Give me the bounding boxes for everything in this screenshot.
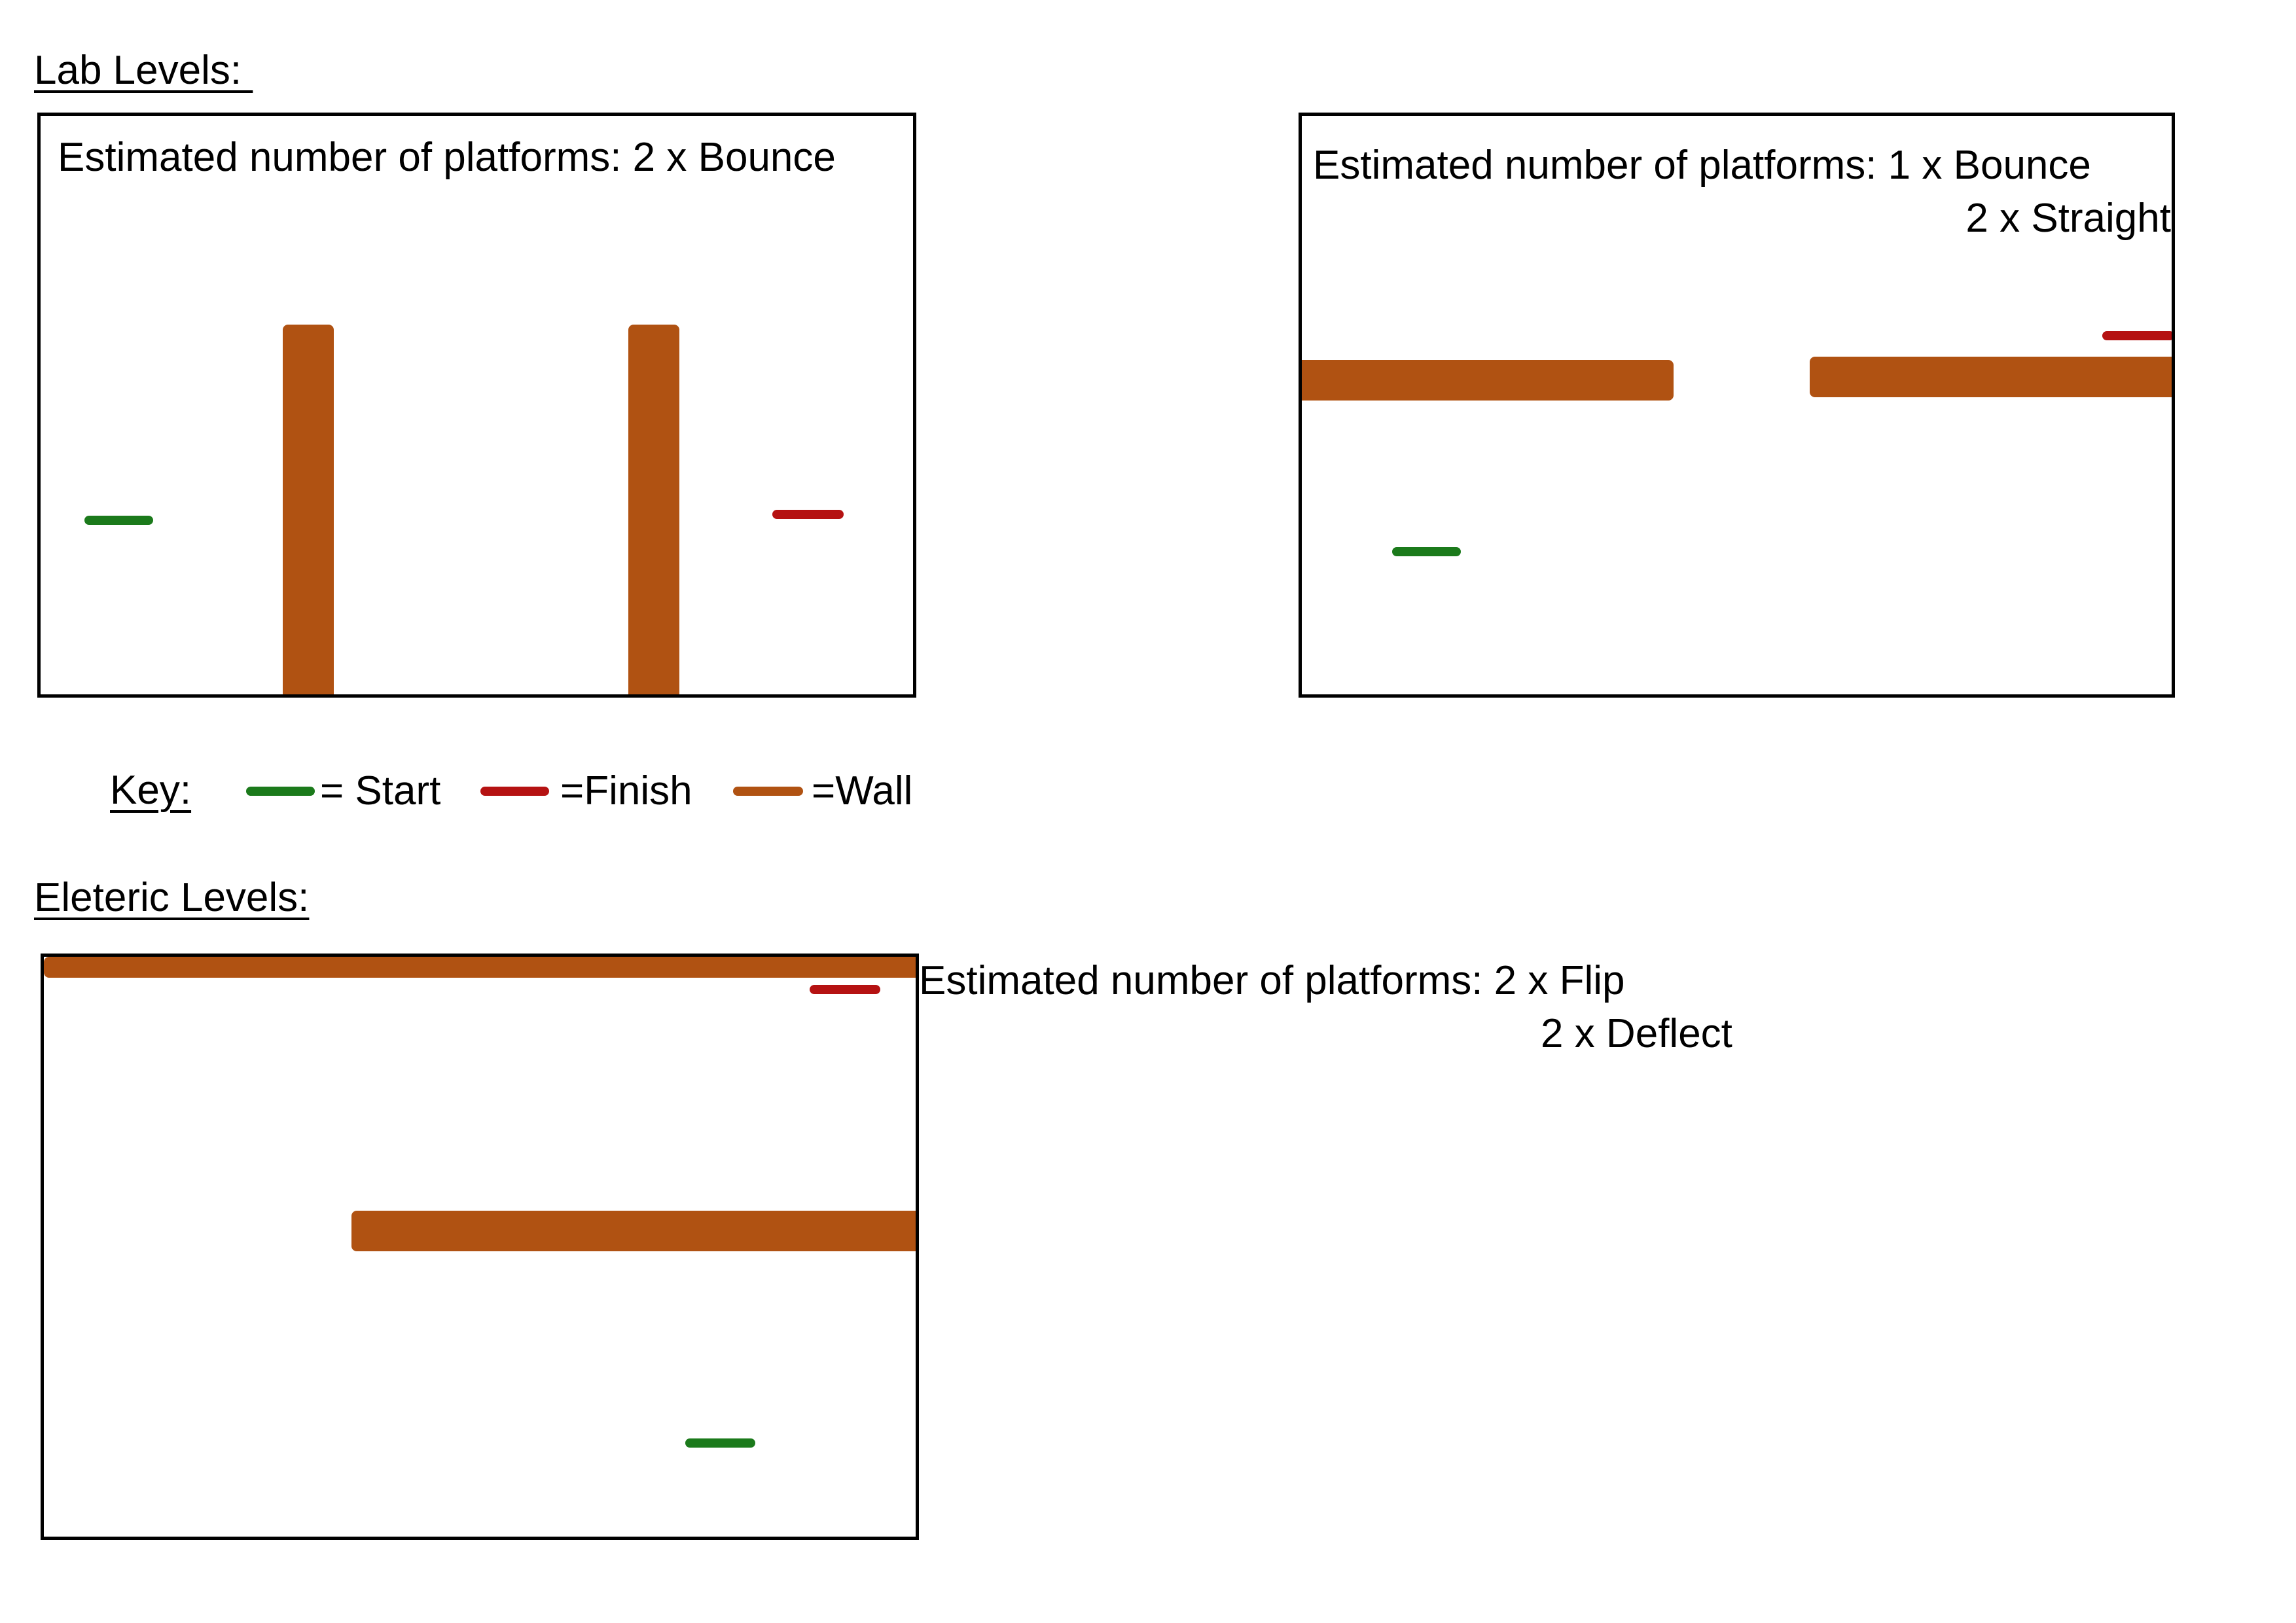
finish-marker <box>772 510 844 519</box>
lab-level-1-panel <box>37 113 916 698</box>
lab-levels-heading: Lab Levels: <box>34 48 253 93</box>
wall <box>1810 357 2172 397</box>
wall <box>628 325 679 694</box>
lab-level-2-platforms-label: Estimated number of platforms: 1 x Bounc… <box>1313 143 2091 188</box>
key-heading: Key: <box>110 768 192 813</box>
start-marker <box>1392 547 1461 556</box>
lab-level-2-panel <box>1299 113 2175 698</box>
key-wall-label: =Wall <box>812 768 913 813</box>
key-wall-swatch <box>733 787 803 796</box>
eleteric-level-1-platforms-label-line2: 2 x Deflect <box>1541 1011 1732 1056</box>
eleteric-level-1-platforms-label: Estimated number of platforms: 2 x Flip <box>919 958 1625 1003</box>
wall <box>1302 360 1674 401</box>
key-start-swatch <box>246 787 315 796</box>
eleteric-level-1-panel <box>41 954 919 1540</box>
wall <box>351 1211 916 1251</box>
lab-level-2-platforms-label-line2: 2 x Straight <box>1965 196 2171 241</box>
start-marker <box>84 516 153 525</box>
finish-marker <box>810 985 880 994</box>
wall <box>44 957 916 978</box>
key-finish-swatch <box>480 787 549 796</box>
lab-level-1-platforms-label: Estimated number of platforms: 2 x Bounc… <box>58 135 836 180</box>
start-marker <box>685 1438 755 1448</box>
finish-marker <box>2102 331 2172 340</box>
key-finish-label: =Finish <box>560 768 692 813</box>
key-start-label: = Start <box>320 768 441 813</box>
wall <box>283 325 334 694</box>
eleteric-levels-heading: Eleteric Levels: <box>34 875 310 920</box>
